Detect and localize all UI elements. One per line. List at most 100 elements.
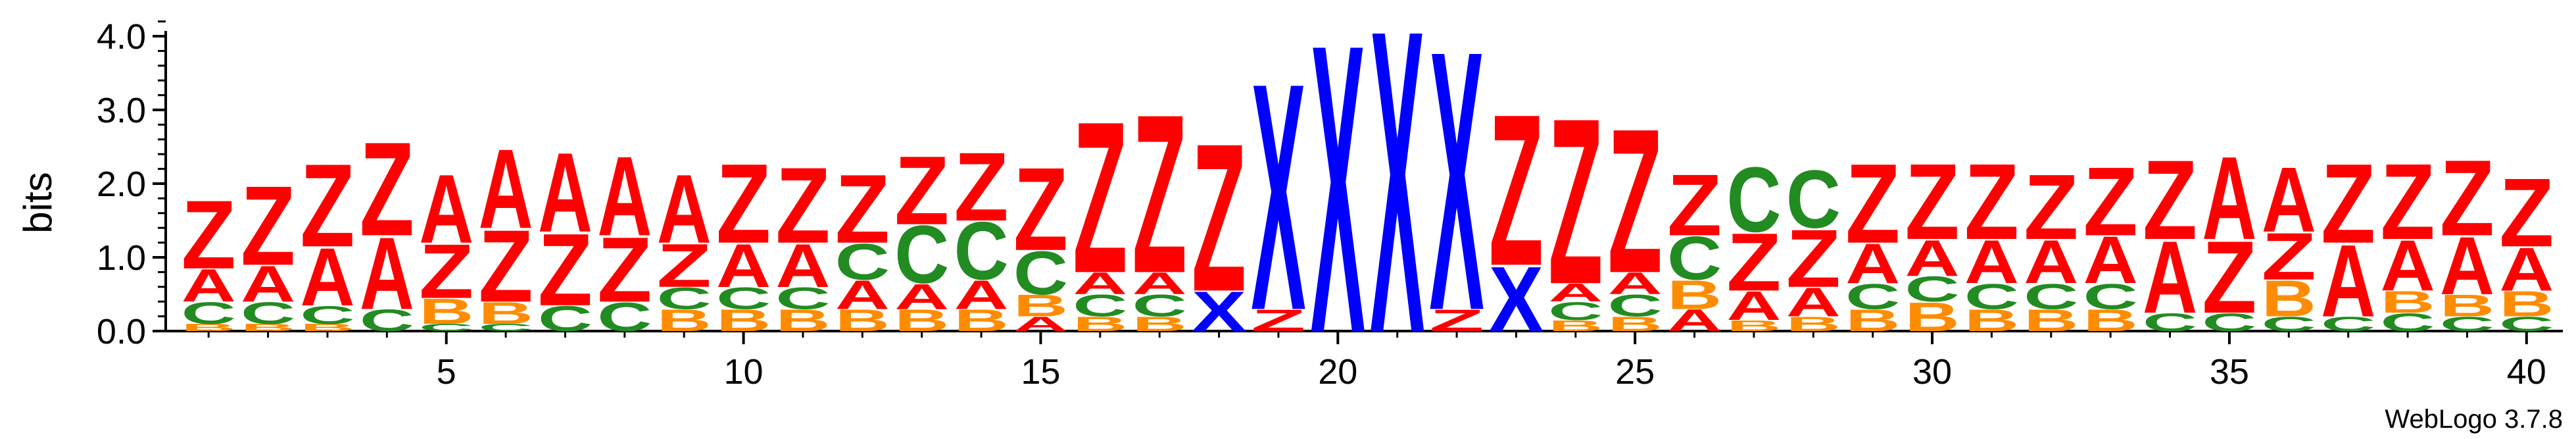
svg-text:Z: Z <box>954 133 1008 242</box>
logo-glyph-z: Z <box>2321 140 2375 267</box>
y-axis: 0.0 1.0 2.0 3.0 4.0 <box>97 17 167 351</box>
svg-text:B: B <box>894 303 949 338</box>
svg-text:A: A <box>2024 228 2078 297</box>
logo-glyph-z: Z <box>894 136 949 245</box>
logo-glyph-a: A <box>478 125 533 251</box>
logo-glyph-c: C <box>1132 288 1187 323</box>
logo-glyph-b: B <box>241 322 295 333</box>
logo-glyph-x: X <box>1192 280 1246 343</box>
logo-glyph-z: Z <box>360 114 414 264</box>
logo-glyph-b: B <box>1726 317 1781 334</box>
x-tick-label: 15 <box>1021 352 1060 392</box>
logo-glyph-b: B <box>716 303 771 338</box>
svg-text:A: A <box>1845 232 1900 295</box>
svg-text:B: B <box>2499 284 2554 324</box>
logo-glyph-a: A <box>2024 228 2078 297</box>
logo-glyph-z: Z <box>1845 140 1900 267</box>
logo-glyph-z: Z <box>2143 136 2197 263</box>
svg-text:Z: Z <box>1429 303 1484 338</box>
logo-glyph-z: Z <box>2083 147 2138 257</box>
svg-text:A: A <box>360 216 414 331</box>
svg-text:B: B <box>1786 313 1841 336</box>
logo-glyph-a: A <box>2440 220 2494 312</box>
svg-text:A: A <box>775 232 830 301</box>
svg-text:A: A <box>2083 223 2138 298</box>
logo-glyph-z: Z <box>1429 303 1484 338</box>
svg-text:A: A <box>954 272 1008 318</box>
logo-glyph-z: Z <box>657 232 712 301</box>
svg-text:Z: Z <box>2262 219 2316 294</box>
svg-text:A: A <box>1964 228 2019 297</box>
logo-glyph-z: Z <box>1132 67 1187 320</box>
svg-text:A: A <box>1132 267 1187 301</box>
svg-text:Z: Z <box>2202 219 2256 334</box>
x-tick-label: 20 <box>1318 352 1357 392</box>
svg-text:B: B <box>478 296 533 330</box>
svg-text:C: C <box>2440 313 2494 336</box>
y-tick-label: 2.0 <box>97 165 146 204</box>
svg-text:B: B <box>835 303 890 338</box>
svg-text:Z: Z <box>1489 69 1543 311</box>
logo-glyph-c: C <box>2202 307 2256 336</box>
svg-text:C: C <box>2083 276 2138 317</box>
svg-text:X: X <box>1311 0 1366 419</box>
svg-text:X: X <box>1192 280 1246 343</box>
svg-text:Z: Z <box>1608 86 1663 316</box>
svg-text:C: C <box>360 303 414 338</box>
logo-glyph-z: Z <box>2440 138 2494 259</box>
logo-glyph-a: A <box>775 232 830 301</box>
svg-text:Z: Z <box>1786 213 1841 305</box>
svg-text:A: A <box>2499 235 2554 304</box>
svg-text:A: A <box>241 255 295 313</box>
logo-glyph-x: X <box>1251 16 1306 378</box>
logo-glyph-a: A <box>1073 267 1127 301</box>
logo-glyph-z: Z <box>2202 219 2256 334</box>
svg-text:Z: Z <box>241 162 295 288</box>
logo-glyph-c: C <box>835 234 890 291</box>
svg-text:A: A <box>1013 313 1068 336</box>
svg-text:B: B <box>1964 303 2019 338</box>
logo-glyph-z: Z <box>1726 217 1781 308</box>
svg-text:C: C <box>657 281 712 315</box>
logo-glyph-z: Z <box>1548 69 1603 334</box>
svg-text:Z: Z <box>597 219 652 322</box>
logo-glyph-b: B <box>1608 313 1663 336</box>
svg-text:Z: Z <box>419 228 474 315</box>
logo-glyph-a: A <box>538 129 593 255</box>
logo-glyph-b: B <box>835 303 890 338</box>
svg-text:Z: Z <box>657 232 712 301</box>
logo-glyph-c: C <box>775 281 830 315</box>
svg-text:B: B <box>2380 285 2435 319</box>
svg-text:A: A <box>835 272 890 318</box>
svg-text:A: A <box>1548 278 1603 307</box>
logo-glyph-z: Z <box>954 133 1008 242</box>
logo-glyph-c: C <box>2499 313 2554 336</box>
svg-text:Z: Z <box>538 212 593 327</box>
svg-text:C: C <box>1845 276 1900 317</box>
svg-text:Z: Z <box>2083 147 2138 257</box>
logo-glyph-z: Z <box>538 212 593 327</box>
logo-glyph-b: B <box>1964 303 2019 338</box>
y-tick-label: 3.0 <box>97 91 146 130</box>
logo-glyph-c: C <box>1905 269 1959 309</box>
logo-glyph-b: B <box>2083 303 2138 338</box>
logo-glyph-c: C <box>2380 307 2435 336</box>
logo-glyph-z: Z <box>1489 69 1543 311</box>
svg-text:A: A <box>2202 132 2256 264</box>
svg-text:C: C <box>241 296 295 330</box>
logo-glyph-z: Z <box>2499 159 2554 268</box>
svg-text:C: C <box>2380 307 2435 336</box>
logo-glyph-z: Z <box>1964 141 2019 262</box>
logo-glyph-b: B <box>478 296 533 330</box>
svg-text:C: C <box>182 296 236 330</box>
logo-glyph-c: C <box>1073 288 1127 323</box>
logo-glyph-a: A <box>2380 225 2435 305</box>
svg-text:B: B <box>419 292 474 332</box>
logo-glyph-z: Z <box>716 140 771 267</box>
logo-glyph-x: X <box>1489 248 1543 351</box>
logo-glyph-z: Z <box>597 219 652 322</box>
svg-text:C: C <box>1013 239 1068 308</box>
x-tick-label: 35 <box>2210 352 2249 392</box>
logo-glyph-a: A <box>1013 313 1068 336</box>
